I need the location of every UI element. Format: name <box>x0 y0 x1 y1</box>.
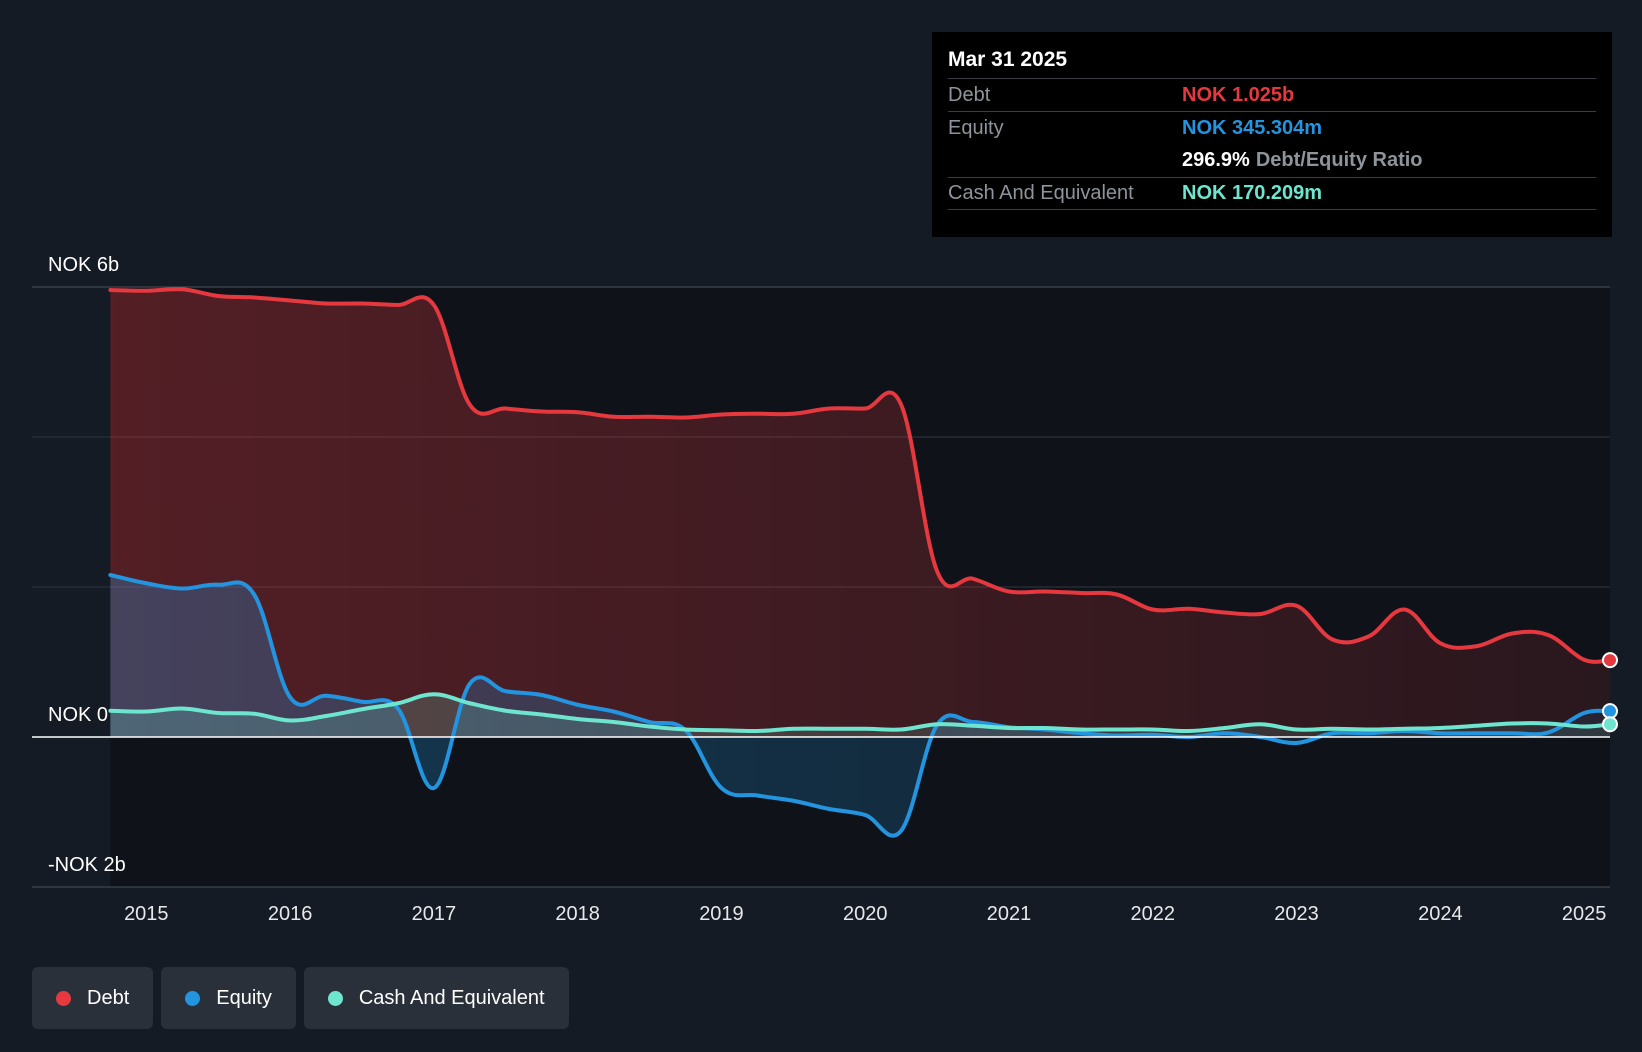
tooltip-row-equity: Equity NOK 345.304m <box>948 111 1596 144</box>
legend: Debt Equity Cash And Equivalent <box>32 967 569 1029</box>
legend-dot-debt-icon <box>56 990 71 1006</box>
y-tick-label: NOK 6b <box>48 254 119 276</box>
end-marker-cash <box>1602 716 1618 733</box>
x-tick-label: 2016 <box>268 903 313 925</box>
tooltip-equity-value: NOK 345.304m <box>1182 116 1323 139</box>
tooltip-ratio-label: Debt/Equity Ratio <box>1255 149 1423 171</box>
tooltip-debt-label: Debt <box>948 83 991 106</box>
legend-label-equity: Equity <box>216 986 272 1009</box>
x-tick-label: 2024 <box>1418 903 1463 925</box>
tooltip-equity-label: Equity <box>948 116 1004 139</box>
tooltip-row-debt: Debt NOK 1.025b <box>948 78 1596 111</box>
legend-dot-equity-icon <box>185 990 201 1006</box>
x-tick-label: 2022 <box>1131 903 1176 925</box>
y-tick-label: NOK 0 <box>48 704 108 726</box>
line-debt <box>108 287 1612 664</box>
legend-item-equity[interactable]: Equity <box>161 967 296 1029</box>
x-tick-label: 2018 <box>555 903 600 925</box>
area-cash <box>110 694 1610 737</box>
area-equity <box>110 575 1610 836</box>
tooltip-row-cash: Cash And Equivalent NOK 170.209m <box>948 177 1596 210</box>
x-tick-label: 2023 <box>1274 903 1319 925</box>
legend-item-debt[interactable]: Debt <box>32 967 154 1029</box>
x-tick-label: 2020 <box>843 903 888 925</box>
end-marker-equity <box>1602 703 1618 720</box>
line-cash <box>108 692 1612 734</box>
tooltip-row-ratio: 296.9% Debt/Equity Ratio <box>948 144 1596 177</box>
tooltip-cash-label: Cash And Equivalent <box>948 182 1134 204</box>
tooltip-date: Mar 31 2025 <box>948 48 1068 71</box>
y-tick-label: -NOK 2b <box>48 854 126 876</box>
x-tick-label: 2019 <box>699 903 744 925</box>
legend-label-cash: Cash And Equivalent <box>358 986 545 1009</box>
x-tick-label: 2025 <box>1562 903 1607 925</box>
end-marker-debt <box>1602 652 1618 669</box>
tooltip-panel: Mar 31 2025 Debt NOK 1.025b Equity NOK 3… <box>932 32 1612 237</box>
area-debt <box>110 289 1610 737</box>
legend-label-debt: Debt <box>87 986 130 1009</box>
legend-dot-cash-icon <box>327 990 343 1006</box>
tooltip-cash-value: NOK 170.209m <box>1182 182 1323 204</box>
x-tick-label: 2015 <box>124 903 169 925</box>
legend-item-cash[interactable]: Cash And Equivalent <box>303 967 569 1029</box>
x-tick-label: 2021 <box>987 903 1032 925</box>
line-equity <box>108 573 1612 838</box>
x-tick-label: 2017 <box>412 903 457 925</box>
tooltip-ratio-value: 296.9% <box>1182 149 1250 171</box>
tooltip-debt-value: NOK 1.025b <box>1182 83 1295 106</box>
